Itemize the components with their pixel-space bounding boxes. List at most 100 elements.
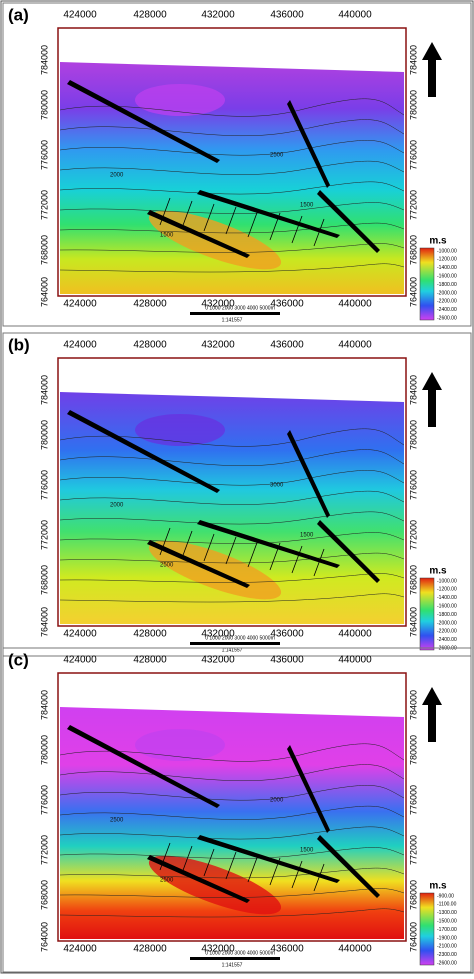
legend-label: -2400.00 <box>437 637 457 643</box>
y-tick-label-left: 768000 <box>39 235 49 265</box>
contour-label: 2500 <box>270 153 284 159</box>
x-tick-label-top: 424000 <box>63 340 97 351</box>
legend-label: -1700.00 <box>437 927 457 933</box>
contour-label: 1500 <box>160 233 174 239</box>
fault <box>197 520 340 568</box>
contour-line <box>59 826 405 840</box>
contour-line <box>59 181 405 195</box>
y-tick-label-left: 768000 <box>39 565 49 595</box>
contour-label: 2000 <box>270 798 284 804</box>
contour-line <box>59 593 405 603</box>
legend-label: -2000.00 <box>437 620 457 626</box>
legend-label: -2600.00 <box>437 961 457 967</box>
y-tick-label-right: 776000 <box>408 140 418 170</box>
x-tick-label-top: 428000 <box>133 10 167 21</box>
fault <box>147 855 250 903</box>
x-tick-label-bottom: 440000 <box>338 299 372 310</box>
contour-line <box>59 243 405 253</box>
legend-label: -1300.00 <box>437 910 457 916</box>
x-tick-label-top: 428000 <box>133 655 167 666</box>
contour-line <box>59 98 405 117</box>
contour-line <box>59 511 405 525</box>
contour-line <box>59 140 405 156</box>
x-tick-label-top: 424000 <box>63 10 97 21</box>
fault-tick <box>159 197 171 226</box>
legend-label: -1800.00 <box>437 612 457 618</box>
legend-label: -900.00 <box>437 893 454 899</box>
x-tick-label-top: 436000 <box>270 655 304 666</box>
y-tick-label-right: 776000 <box>408 785 418 815</box>
legend-colorbar <box>419 247 435 321</box>
fault <box>197 190 340 238</box>
legend-label: -1800.00 <box>437 282 457 288</box>
legend-title: m.s <box>429 881 447 892</box>
fault <box>147 210 250 258</box>
x-tick-label-top: 432000 <box>201 10 235 21</box>
x-tick-label-bottom: 424000 <box>63 299 97 310</box>
contour-line <box>59 573 405 583</box>
legend-label: -2600.00 <box>437 646 457 652</box>
scale-bar <box>190 642 280 645</box>
contour-line <box>59 532 405 544</box>
contour-line <box>59 222 405 234</box>
y-tick-label-right: 784000 <box>408 690 418 720</box>
panel-border <box>2 647 472 973</box>
y-tick-label-left: 768000 <box>39 880 49 910</box>
fault <box>147 540 250 588</box>
panel-border <box>2 332 472 657</box>
contour-line <box>59 867 405 879</box>
fault-tick <box>203 533 215 562</box>
legend-label: -2000.00 <box>437 290 457 296</box>
y-tick-label-left: 784000 <box>39 45 49 75</box>
fault-tick <box>291 860 303 889</box>
x-tick-label-bottom: 436000 <box>270 299 304 310</box>
contour-label: 1500 <box>300 533 314 539</box>
contour-line <box>59 908 405 918</box>
contour-line <box>59 449 405 467</box>
contour-line <box>59 202 405 214</box>
y-tick-label-left: 764000 <box>39 277 49 307</box>
legend-label: -1200.00 <box>437 257 457 263</box>
legend-label: -1400.00 <box>437 265 457 271</box>
legend-label: -1000.00 <box>437 578 457 584</box>
y-tick-label-right: 764000 <box>408 277 418 307</box>
x-tick-label-bottom: 424000 <box>63 629 97 640</box>
x-tick-label-top: 440000 <box>338 10 372 21</box>
contour-line <box>59 785 405 801</box>
fault <box>197 835 340 883</box>
x-tick-label-bottom: 428000 <box>133 629 167 640</box>
y-tick-label-right: 772000 <box>408 520 418 550</box>
fault-tick <box>269 857 281 886</box>
panel-label: (a) <box>8 5 29 24</box>
y-tick-label-right: 780000 <box>408 735 418 765</box>
contour-label: 3000 <box>270 483 284 489</box>
x-tick-label-bottom: 432000 <box>201 299 235 310</box>
fault-tick <box>291 215 303 244</box>
legend-label: -1200.00 <box>437 587 457 593</box>
y-tick-label-right: 776000 <box>408 470 418 500</box>
fault-tick <box>225 536 237 565</box>
panel-border <box>2 2 472 327</box>
x-tick-label-top: 440000 <box>338 655 372 666</box>
fault-tick <box>225 206 237 235</box>
x-tick-label-bottom: 436000 <box>270 944 304 955</box>
fault <box>287 745 330 833</box>
fault <box>317 520 380 583</box>
scale-text: 1:141557 <box>222 317 243 323</box>
scale-bar-label: 0 1000 2000 3000 4000 5000m <box>205 950 275 956</box>
x-tick-label-bottom: 436000 <box>270 629 304 640</box>
x-tick-label-top: 428000 <box>133 340 167 351</box>
contour-line <box>59 552 405 564</box>
y-tick-label-left: 776000 <box>39 470 49 500</box>
y-tick-label-left: 776000 <box>39 785 49 815</box>
y-tick-label-left: 764000 <box>39 607 49 637</box>
x-tick-label-bottom: 424000 <box>63 944 97 955</box>
contour-line <box>59 888 405 898</box>
y-tick-label-left: 772000 <box>39 520 49 550</box>
fault-tick <box>247 539 259 568</box>
contour-line <box>59 119 405 137</box>
fault <box>67 410 220 493</box>
contour-label: 2500 <box>160 878 174 884</box>
low-zone <box>135 84 225 116</box>
y-tick-label-right: 780000 <box>408 90 418 120</box>
